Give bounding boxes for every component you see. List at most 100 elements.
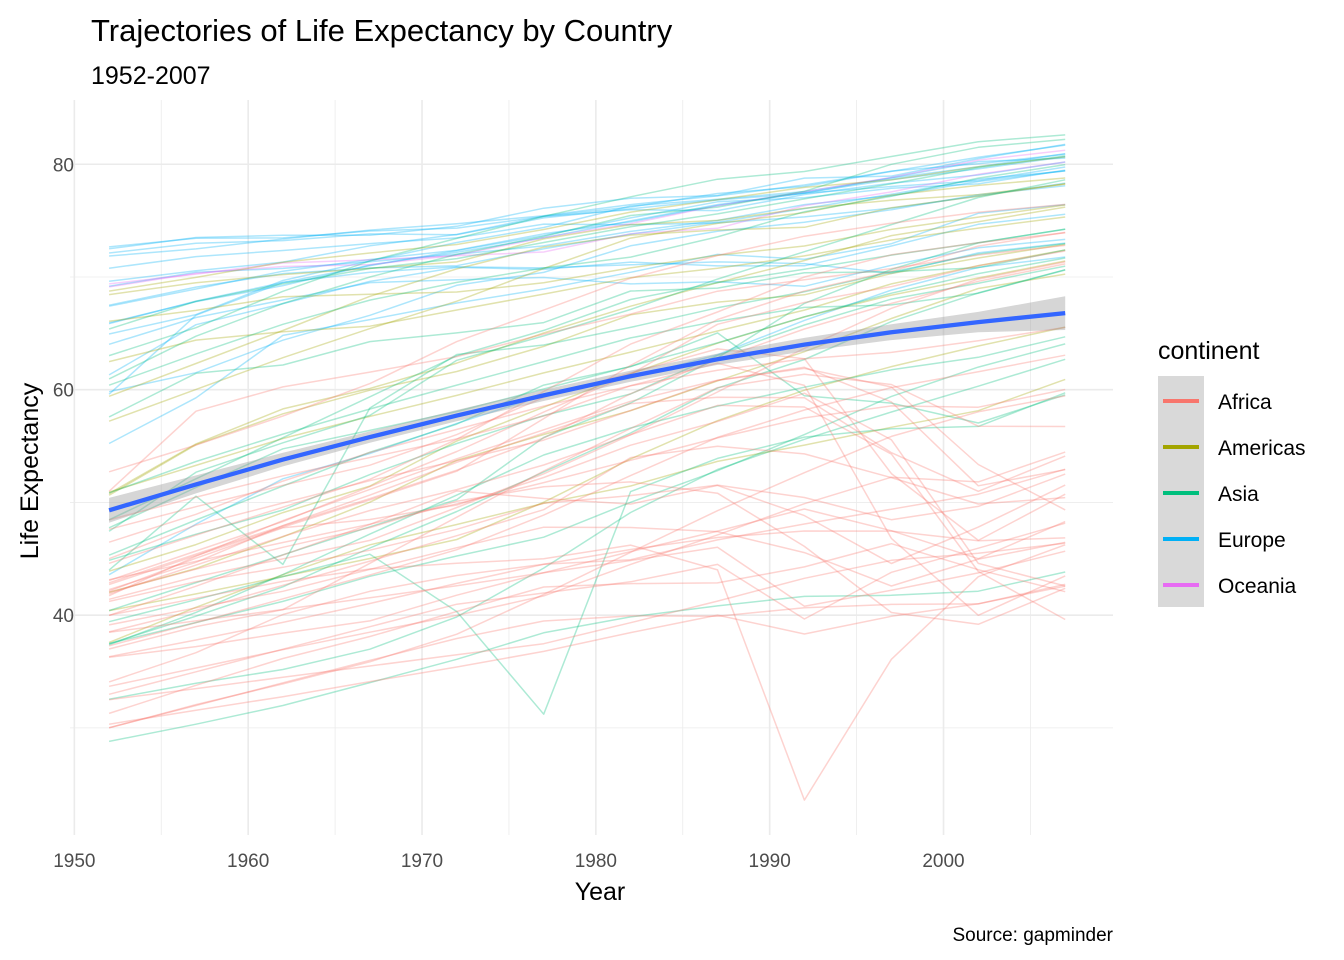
country-line-peru [108, 260, 1066, 572]
country-line-denmark [109, 182, 1066, 269]
country-line-lesotho [108, 392, 1066, 592]
country-line-singapore [108, 163, 1066, 386]
country-line-brazil [108, 249, 1066, 493]
x-tick-label: 1990 [749, 851, 791, 872]
x-tick-label: 2000 [922, 851, 964, 872]
country-line-gambia [108, 395, 1066, 729]
country-line-guinea-bissau [109, 542, 1066, 701]
country-line-afghanistan [108, 571, 1066, 743]
x-tick-label: 1950 [53, 851, 95, 872]
country-line-hong-kong [108, 138, 1066, 380]
x-axis-ticks: 1950 1960 1970 1980 1990 2000 [53, 851, 964, 872]
country-line-iceland [109, 143, 1066, 250]
country-line-canada [108, 156, 1066, 292]
country-line-south-africa [108, 367, 1066, 560]
smooth-layer [108, 296, 1066, 523]
x-axis-title: Year [575, 878, 626, 906]
country-line-kenya [108, 396, 1066, 591]
x-tick-label: 1980 [575, 851, 617, 872]
country-line-iran [108, 265, 1066, 562]
country-line-malawi [109, 508, 1066, 659]
country-line-malaysia [108, 228, 1066, 521]
legend-title: continent [1158, 337, 1260, 365]
country-line-cambodia [108, 392, 1066, 715]
country-line-albania [108, 203, 1066, 445]
country-line-ethiopia [108, 468, 1066, 683]
caption: Source: gapminder [952, 925, 1113, 946]
country-line-colombia [108, 243, 1066, 496]
country-lines [108, 134, 1066, 801]
country-line-uruguay [109, 204, 1066, 323]
country-line-argentina [108, 216, 1066, 363]
country-line-bolivia [108, 326, 1066, 612]
country-line-philippines [108, 257, 1066, 529]
x-tick-label: 1970 [401, 851, 443, 872]
legend-label-oceania: Oceania [1218, 575, 1297, 598]
y-tick-label: 80 [53, 155, 74, 176]
country-line-switzerland [109, 144, 1066, 283]
country-line-egypt [108, 261, 1066, 595]
country-line-uganda [108, 484, 1066, 617]
country-line-vietnam [108, 228, 1066, 612]
country-line-zimbabwe [108, 362, 1066, 617]
legend-label-americas: Americas [1218, 437, 1306, 460]
legend-label-asia: Asia [1218, 483, 1259, 506]
country-line-greece [108, 169, 1066, 325]
country-line-gabon [108, 373, 1066, 650]
country-line-haiti [108, 378, 1066, 644]
country-line-angola [108, 583, 1066, 729]
country-line-cameroon [108, 445, 1066, 633]
country-line-united-states [108, 183, 1066, 296]
country-line-liberia [109, 546, 1066, 634]
country-line-congo-dem-rep- [108, 526, 1066, 626]
country-line-morocco [108, 263, 1066, 584]
country-line-somalia [108, 522, 1066, 696]
y-tick-label: 40 [53, 606, 74, 627]
country-line-thailand [108, 269, 1066, 494]
country-line-costa-rica [108, 177, 1066, 422]
country-line-mozambique [108, 542, 1066, 715]
country-line-korea-rep- [108, 179, 1066, 532]
country-line-spain [108, 152, 1066, 335]
chart-title: Trajectories of Life Expectancy by Count… [91, 13, 673, 48]
country-line-india [108, 336, 1066, 646]
y-axis-title: Life Expectancy [16, 382, 44, 559]
y-axis-ticks: 40 60 80 [53, 155, 74, 627]
smooth-confidence-band [109, 296, 1066, 523]
country-line-algeria [108, 250, 1066, 582]
country-line-united-kingdom [108, 169, 1066, 287]
country-line-new-zealand [109, 161, 1066, 285]
country-line-sri-lanka [108, 249, 1066, 418]
country-line-namibia [108, 366, 1066, 597]
country-line-senegal [108, 354, 1066, 647]
country-line-israel [108, 155, 1066, 330]
country-line-indonesia [108, 268, 1066, 645]
country-line-poland [108, 213, 1066, 376]
country-line-germany [108, 170, 1066, 306]
country-line-australia [108, 149, 1066, 288]
legend-label-europe: Europe [1218, 529, 1286, 552]
country-line-rwanda [108, 544, 1066, 801]
country-line-iraq [108, 332, 1066, 556]
country-line-mauritius [108, 244, 1066, 492]
country-line-portugal [108, 184, 1066, 393]
country-line-italy [108, 157, 1066, 324]
country-line-libya [108, 231, 1066, 586]
country-line-swaziland [108, 404, 1066, 621]
country-line-zambia [108, 481, 1066, 626]
country-line-mali [108, 451, 1066, 688]
country-line-yemen [108, 358, 1066, 700]
country-line-sao-tome [108, 326, 1066, 543]
country-line-guatemala [108, 273, 1066, 594]
smooth-trend-line [108, 310, 1066, 513]
country-line-ghana [108, 388, 1066, 581]
country-line-bangladesh [108, 343, 1066, 645]
country-line-norway [109, 161, 1066, 248]
chart-subtitle: 1952-2007 [91, 62, 211, 90]
country-line-nigeria [108, 530, 1066, 658]
y-tick-label: 60 [53, 381, 74, 402]
country-line-bulgaria [108, 242, 1066, 395]
legend: continent Africa Americas Asia Europe Oceani… [1158, 337, 1306, 607]
country-line-sierra-leone [108, 585, 1066, 725]
